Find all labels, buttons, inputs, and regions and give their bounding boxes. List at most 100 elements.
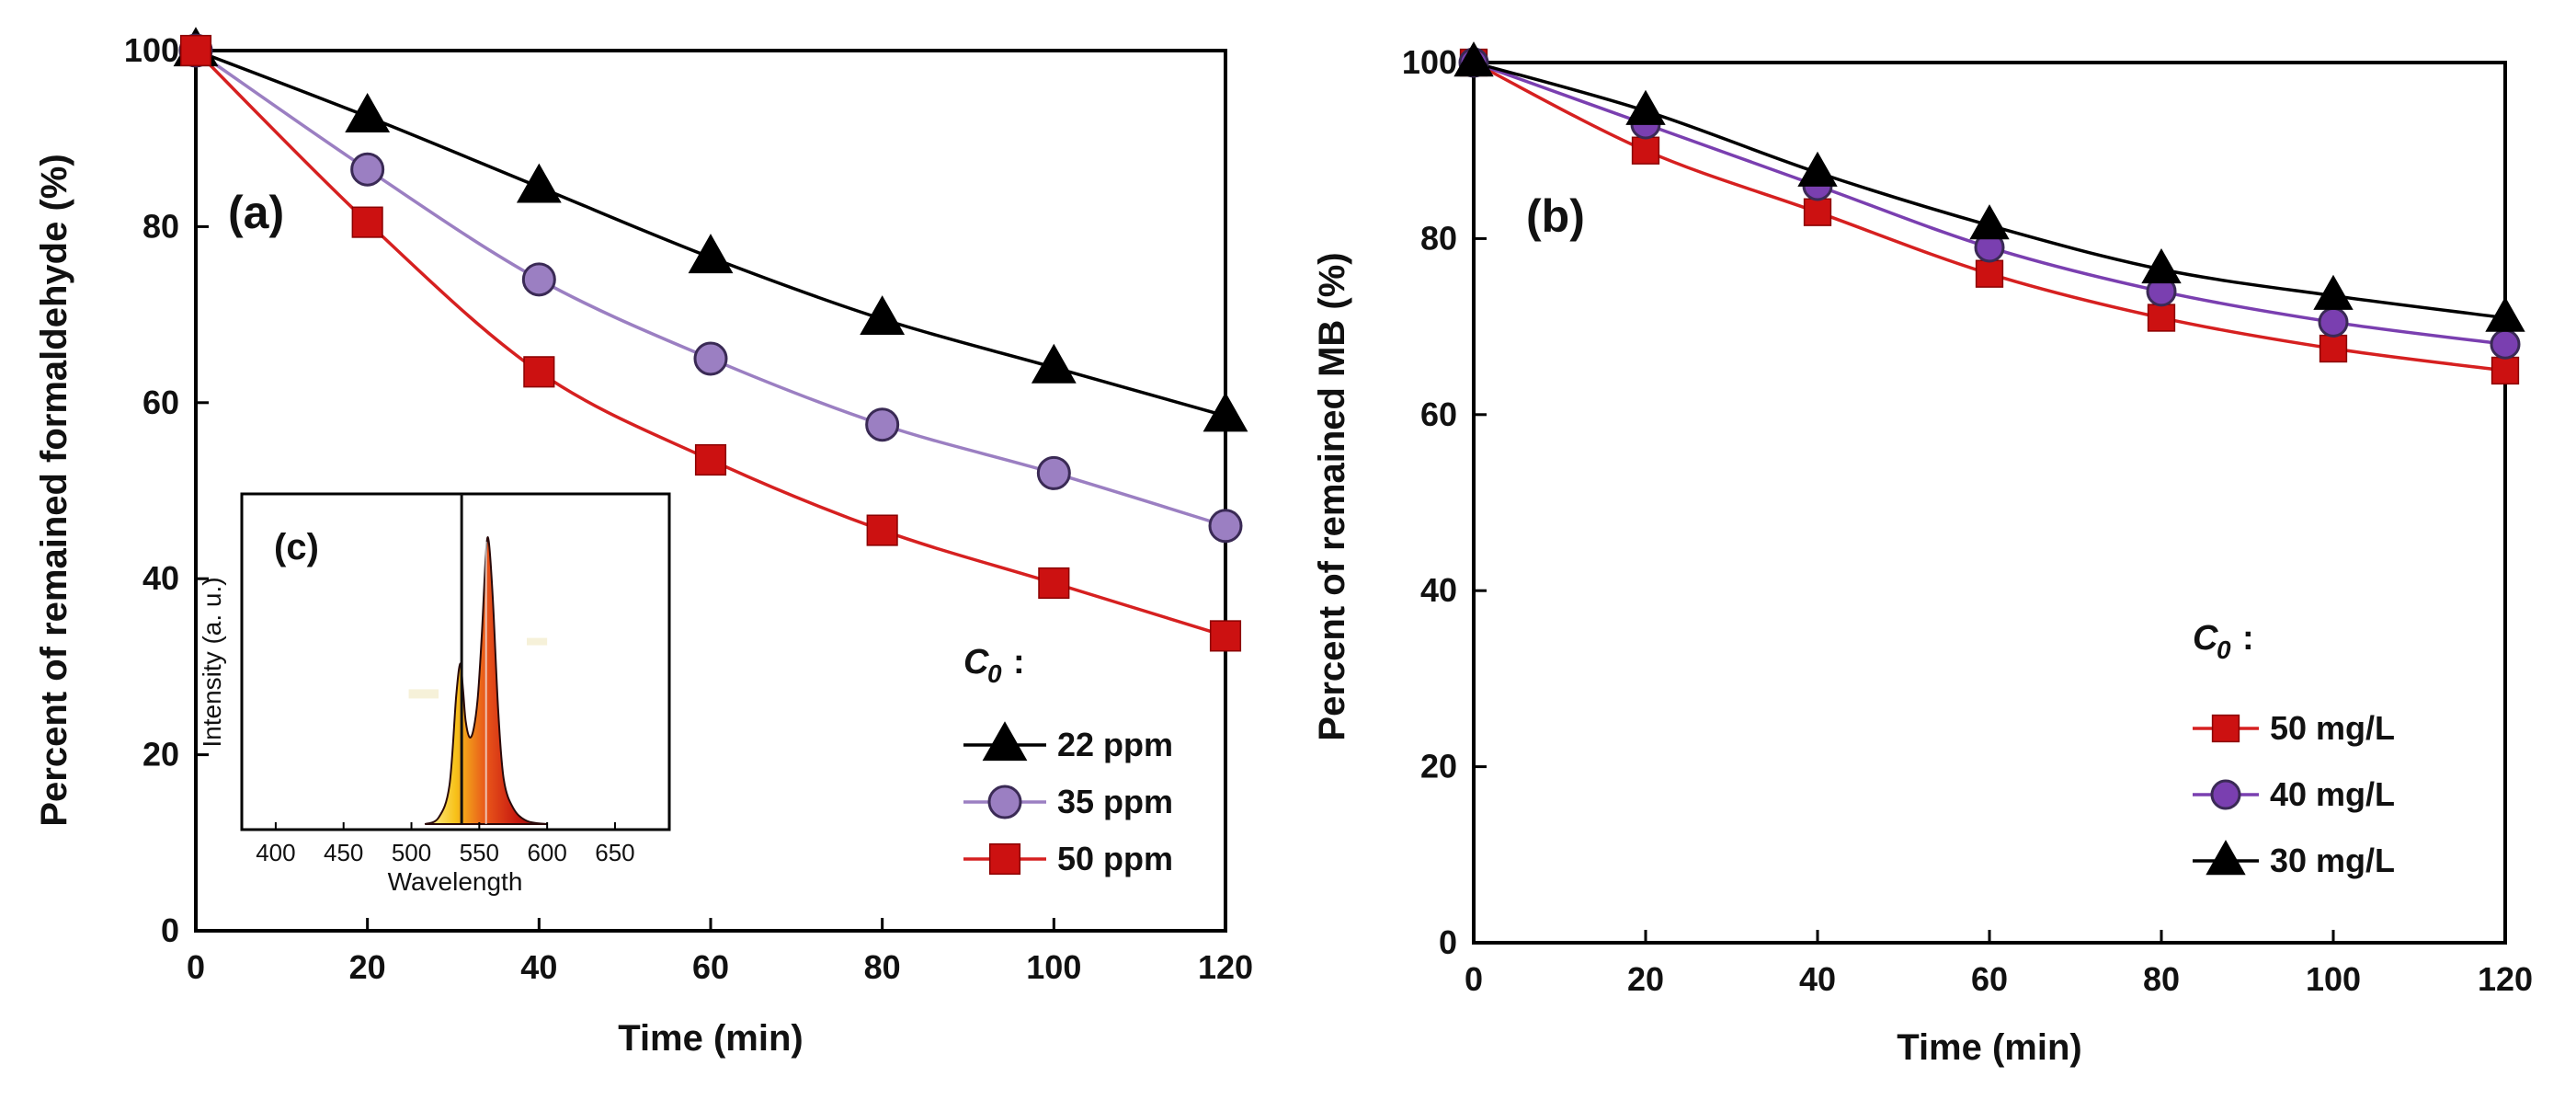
legend-swatch-marker: [982, 721, 1028, 762]
panel-b-y-ticks: 0 20 40 60 80 100: [1402, 43, 1487, 961]
legend-title: C: [2193, 619, 2218, 658]
x-tick-label: 60: [1971, 960, 2008, 998]
legend-entry-label: 35 ppm: [1057, 783, 1173, 820]
spectrum-haze: [408, 689, 439, 699]
legend-title: C: [963, 643, 989, 682]
panel-c-spectrum: [408, 494, 548, 825]
data-point-2-2: [1797, 151, 1838, 187]
data-point-2-3: [694, 443, 727, 476]
y-tick-label: 100: [1402, 43, 1457, 81]
data-point-2-1: [351, 206, 383, 238]
panel-c-x-ticks: 400 450 500 550 600 650: [256, 822, 635, 866]
data-point-1-5: [2318, 306, 2349, 338]
panel-b-label: (b): [1526, 190, 1585, 242]
data-point-2-5: [2313, 274, 2354, 310]
panel-b-legend: C0: 50 mg/L 40 mg/L 30 mg/L: [2193, 619, 2395, 879]
inset-x-tick-label: 600: [527, 839, 566, 866]
data-point-2-5: [1038, 567, 1070, 600]
data-point-0-5: [1031, 343, 1077, 384]
data-point-0-3: [688, 234, 734, 274]
data-point-0-4: [860, 295, 906, 336]
x-tick-label: 120: [1198, 948, 1253, 986]
data-point-2-6: [1209, 620, 1242, 652]
legend-swatch-marker: [2211, 714, 2240, 743]
x-tick-label: 20: [349, 948, 386, 986]
data-point-2-3: [1969, 204, 2010, 240]
data-point-2-1: [1625, 89, 1666, 125]
data-point-2-4: [2141, 247, 2182, 284]
data-point-0-3: [1975, 259, 2004, 288]
data-point-0-4: [2147, 304, 2176, 332]
legend-swatch-marker: [987, 785, 1022, 819]
legend-entry-label: 50 mg/L: [2270, 709, 2395, 747]
panel-b-x-ticks: 0 20 40 60 80 100 120: [1465, 930, 2533, 998]
legend-entry-label: 40 mg/L: [2270, 775, 2395, 813]
legend-title-suffix: :: [2242, 619, 2254, 658]
data-point-0-1: [345, 93, 391, 132]
panel-a-legend: C0: 22 ppm 35 ppm 50 ppm: [963, 643, 1173, 877]
legend-entry-label: 50 ppm: [1057, 840, 1173, 877]
data-point-1-5: [1036, 455, 1071, 490]
y-tick-label: 20: [142, 736, 179, 773]
data-point-1-3: [693, 341, 728, 376]
x-tick-label: 0: [1465, 960, 1483, 998]
data-point-1-6: [2490, 328, 2521, 360]
data-point-1-4: [865, 407, 900, 442]
x-tick-label: 40: [1799, 960, 1836, 998]
y-tick-label: 60: [1420, 395, 1457, 433]
spectrum-haze: [527, 637, 548, 646]
panel-c-inset: 400 450 500 550 600 650 Wavelength Intensity …: [198, 492, 671, 896]
panel-a-y-ticks: 0 20 40 60 80 100: [124, 31, 209, 949]
data-point-0-2: [516, 163, 562, 203]
inset-x-tick-label: 450: [324, 839, 363, 866]
panel-a-series: [173, 27, 1248, 652]
panel-a-label: (a): [228, 187, 284, 238]
data-point-2-6: [2485, 296, 2525, 332]
data-point-0-2: [1803, 198, 1832, 226]
panel-a-x-axis-title: Time (min): [618, 1018, 804, 1059]
legend-swatch-marker: [988, 842, 1021, 876]
data-point-2-4: [866, 514, 898, 546]
panel-a-y-axis-title: Percent of remained formaldehyde (%): [34, 154, 74, 826]
panel-c-x-axis-title: Wavelength: [388, 867, 523, 896]
legend-entry-label: 30 mg/L: [2270, 842, 2395, 879]
inset-x-tick-label: 400: [256, 839, 295, 866]
x-tick-label: 100: [1026, 948, 1081, 986]
y-tick-label: 40: [142, 559, 179, 597]
inset-x-tick-label: 650: [595, 839, 634, 866]
data-point-2-0: [179, 34, 212, 67]
legend-swatch-marker: [2206, 840, 2246, 876]
data-point-0-6: [1203, 392, 1248, 432]
panel-a-x-ticks: 0 20 40 60 80 100 120: [187, 918, 1253, 986]
y-tick-label: 20: [1420, 748, 1457, 785]
panel-c-y-axis-title: Intensity (a. u.): [198, 577, 226, 747]
y-tick-label: 0: [161, 911, 179, 949]
data-point-0-6: [2491, 356, 2520, 385]
data-point-2-0: [1453, 41, 1494, 77]
y-tick-label: 0: [1439, 923, 1457, 961]
y-tick-label: 40: [1420, 571, 1457, 609]
data-point-1-2: [521, 262, 556, 297]
y-tick-label: 80: [1420, 219, 1457, 257]
x-tick-label: 80: [2143, 960, 2180, 998]
legend-entry-label: 22 ppm: [1057, 726, 1173, 763]
x-tick-label: 0: [187, 948, 205, 986]
data-point-1-6: [1208, 509, 1243, 544]
x-tick-label: 20: [1627, 960, 1664, 998]
y-tick-label: 60: [142, 384, 179, 421]
legend-title-suffix: :: [1013, 643, 1025, 682]
data-point-1-1: [350, 152, 385, 187]
data-point-2-2: [523, 356, 555, 388]
x-tick-label: 40: [520, 948, 557, 986]
data-point-0-1: [1631, 136, 1660, 165]
x-tick-label: 100: [2306, 960, 2361, 998]
legend-title-subscript: 0: [987, 659, 1002, 688]
y-tick-label: 100: [124, 31, 179, 69]
panel-c-label: (c): [274, 527, 319, 567]
legend-swatch-marker: [2210, 779, 2241, 810]
data-point-0-5: [2319, 334, 2348, 363]
panel-b-series: [1453, 41, 2525, 385]
